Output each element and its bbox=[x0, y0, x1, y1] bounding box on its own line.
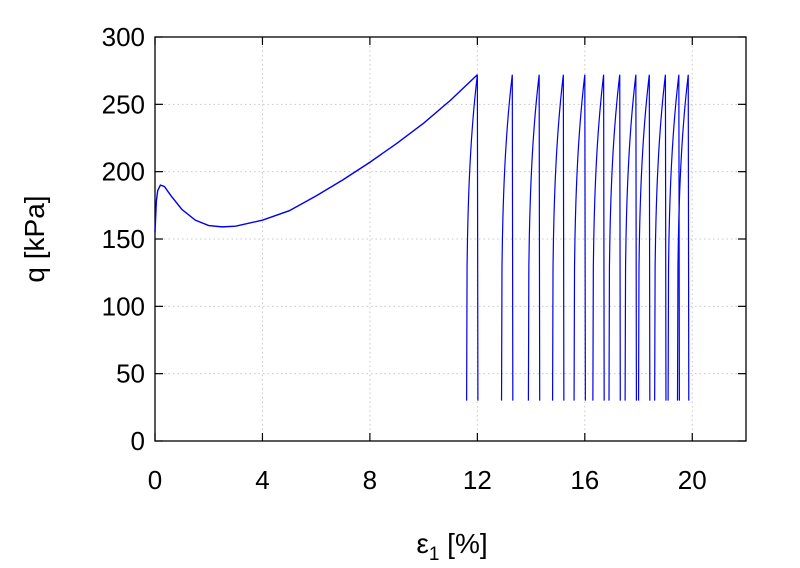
reload-cycle-line-7 bbox=[608, 74, 621, 401]
y-tick-label: 150 bbox=[102, 224, 145, 254]
x-tick-labels: 0 4 8 12 16 20 bbox=[148, 465, 707, 495]
x-tick-label: 16 bbox=[570, 465, 599, 495]
y-tick-label: 50 bbox=[116, 359, 145, 389]
x-axis-label-symbol: ε bbox=[416, 528, 428, 559]
reload-cycle-line-2 bbox=[500, 74, 514, 401]
x-tick-label: 12 bbox=[463, 465, 492, 495]
x-axis-label-subscript: 1 bbox=[429, 544, 440, 565]
reload-cycle-line-12 bbox=[676, 74, 690, 401]
y-tick-label: 250 bbox=[102, 89, 145, 119]
y-tick-labels: 0 50 100 150 200 250 300 bbox=[102, 22, 145, 456]
reload-cycle-line-3 bbox=[527, 74, 541, 401]
monotonic-loading-line bbox=[154, 74, 478, 233]
x-tick-label: 8 bbox=[363, 465, 377, 495]
axis-ticks bbox=[154, 36, 746, 442]
y-tick-label: 100 bbox=[102, 291, 145, 321]
reload-cycle-line-9 bbox=[637, 74, 651, 401]
x-axis-label: ε1 [%] bbox=[416, 528, 487, 565]
reload-cycle-line-6 bbox=[592, 74, 605, 401]
reload-cycle-line-1 bbox=[466, 74, 479, 401]
reload-cycle-line-11 bbox=[667, 74, 680, 401]
y-tick-label: 200 bbox=[102, 157, 145, 187]
reload-cycle-line-10 bbox=[654, 74, 667, 401]
plot-frame bbox=[154, 36, 747, 442]
y-tick-label: 300 bbox=[102, 22, 145, 52]
reload-cycle-line-8 bbox=[624, 74, 637, 401]
x-tick-label: 20 bbox=[678, 465, 707, 495]
y-axis-label: q [kPa] bbox=[19, 195, 50, 282]
grid-lines bbox=[155, 37, 746, 441]
reload-cycle-line-5 bbox=[573, 74, 586, 401]
reload-cycle-line-4 bbox=[551, 74, 565, 401]
y-tick-label: 0 bbox=[131, 426, 145, 456]
series-lines bbox=[154, 74, 690, 401]
x-tick-label: 4 bbox=[255, 465, 269, 495]
x-tick-label: 0 bbox=[148, 465, 162, 495]
x-axis-label-unit: [%] bbox=[439, 528, 487, 559]
